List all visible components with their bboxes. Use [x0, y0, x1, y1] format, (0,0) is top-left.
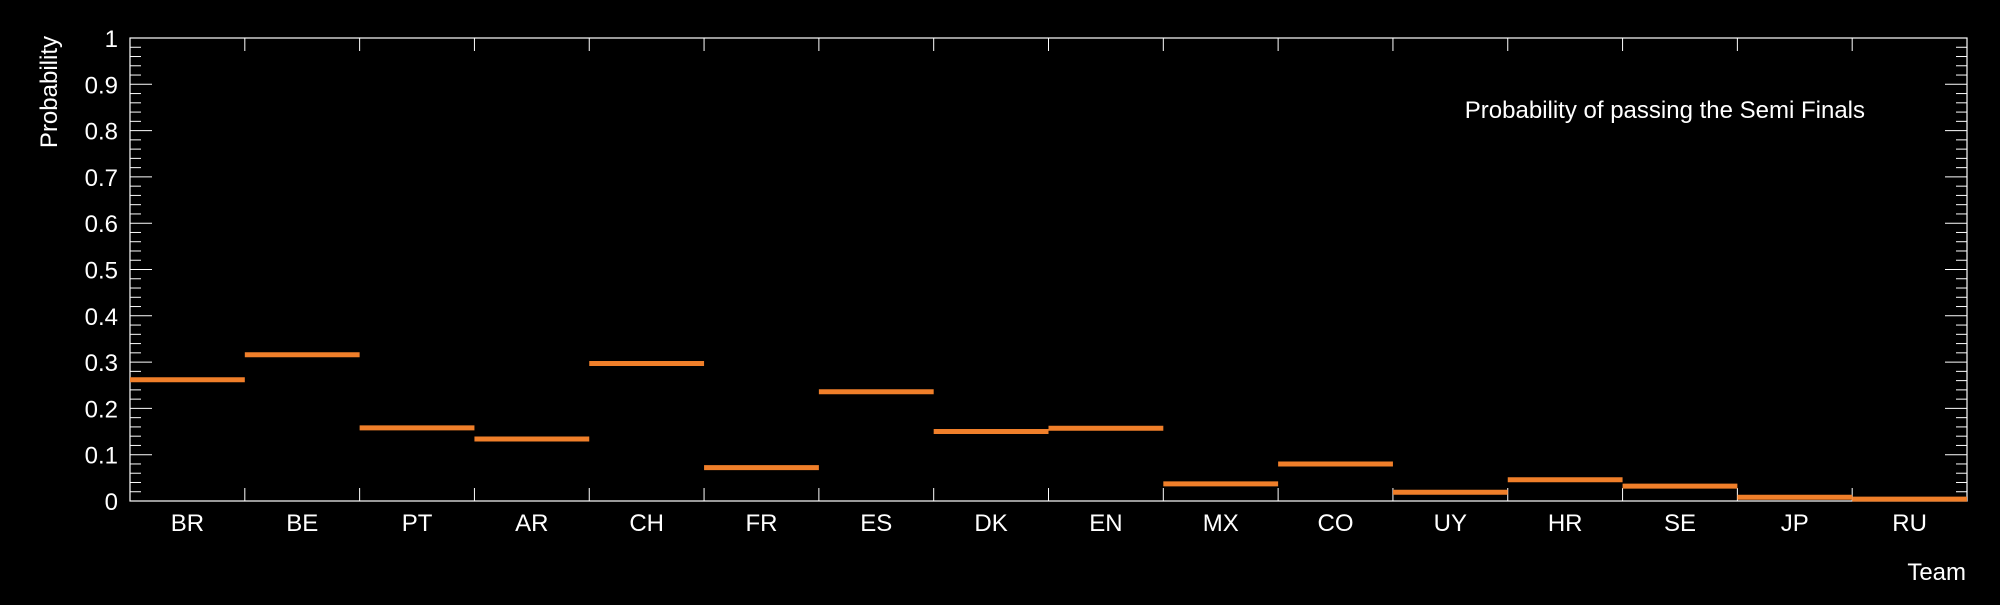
x-tick-label: MX — [1203, 510, 1239, 537]
x-axis-label: Team — [1907, 559, 1966, 586]
y-tick-label: 0.6 — [85, 211, 118, 238]
y-tick-label: 0.9 — [85, 72, 118, 99]
y-tick-label: 0.4 — [85, 304, 118, 331]
x-tick-label: ES — [860, 510, 892, 537]
y-tick-label: 0 — [105, 489, 118, 516]
chart-title: Probability of passing the Semi Finals — [1465, 97, 1865, 124]
x-tick-label: HR — [1548, 510, 1583, 537]
y-tick-label: 0.5 — [85, 258, 118, 285]
x-tick-label: BE — [286, 510, 318, 537]
y-tick-label: 0.2 — [85, 396, 118, 423]
y-axis-label: Probability — [36, 36, 63, 148]
x-tick-label: UY — [1434, 510, 1467, 537]
y-tick-label: 1 — [105, 26, 118, 53]
y-tick-label: 0.1 — [85, 443, 118, 470]
x-axis-ticks: BR BE PT AR CH FR ES DK EN MX CO UY HR SE JP RU — [171, 38, 1927, 537]
x-tick-label: DK — [974, 510, 1007, 537]
x-tick-label: CO — [1318, 510, 1354, 537]
y-tick-label: 0.8 — [85, 119, 118, 146]
x-tick-label: CH — [629, 510, 664, 537]
data-bars — [130, 352, 1967, 502]
y-axis-ticks: 0 0.1 0.2 0.3 0.4 0.5 0.6 0.7 0.8 0.9 1 — [85, 26, 1967, 516]
y-tick-label: 0.7 — [85, 165, 118, 192]
x-tick-label: BR — [171, 510, 204, 537]
x-tick-label: SE — [1664, 510, 1696, 537]
x-tick-label: JP — [1781, 510, 1809, 537]
x-tick-label: RU — [1892, 510, 1927, 537]
x-tick-label: FR — [745, 510, 777, 537]
y-tick-label: 0.3 — [85, 350, 118, 377]
x-tick-label: AR — [515, 510, 548, 537]
x-tick-label: EN — [1089, 510, 1122, 537]
x-tick-label: PT — [402, 510, 433, 537]
